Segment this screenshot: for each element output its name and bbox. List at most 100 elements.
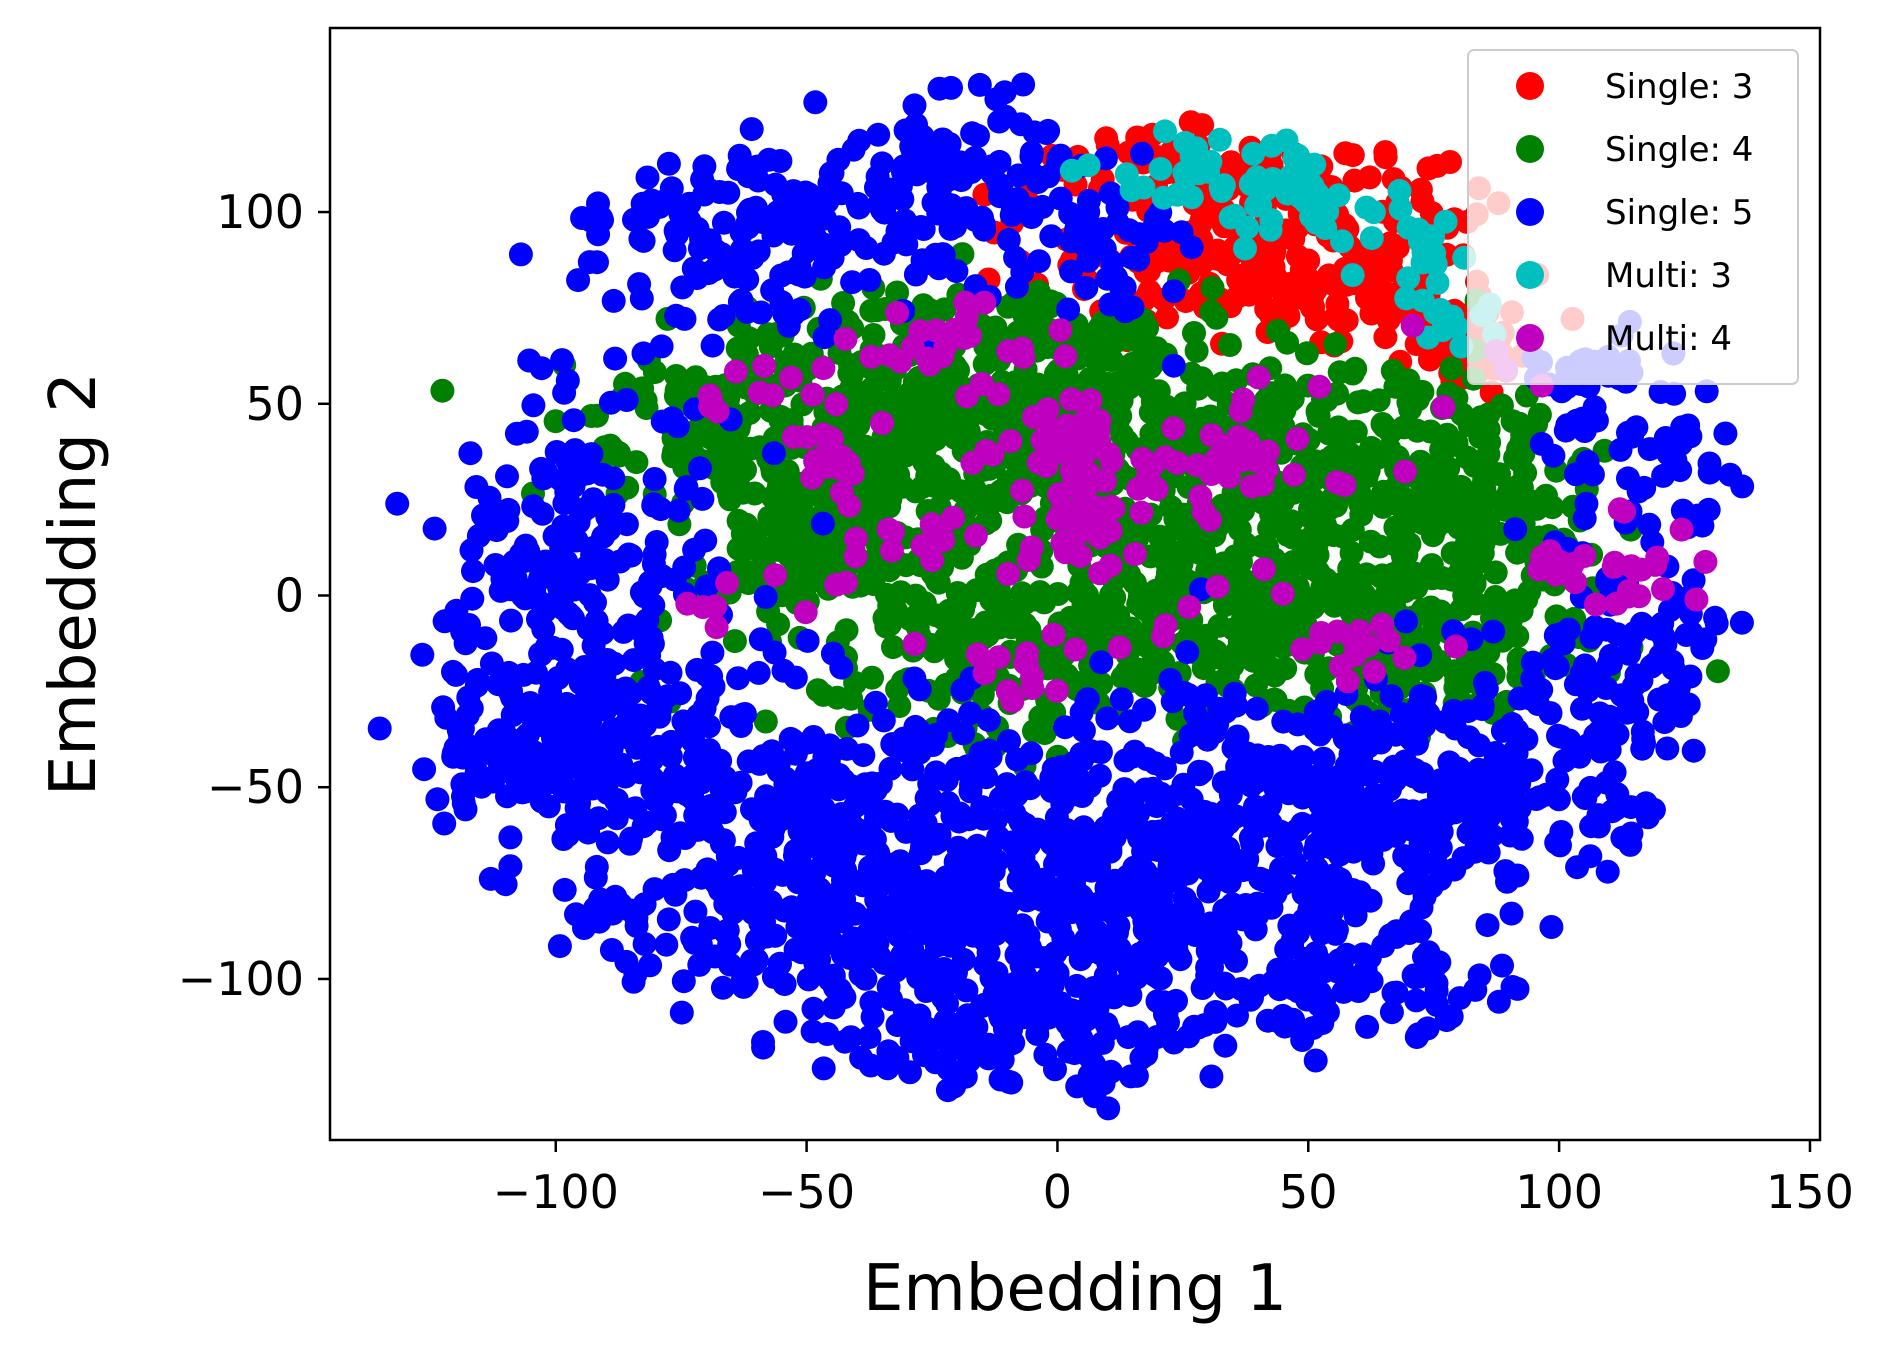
data-point bbox=[1370, 612, 1394, 637]
data-point bbox=[1629, 668, 1654, 693]
data-point bbox=[876, 517, 901, 542]
data-point bbox=[658, 660, 683, 685]
data-point bbox=[1069, 700, 1094, 725]
data-point bbox=[729, 288, 754, 313]
data-point bbox=[1476, 640, 1501, 665]
data-point bbox=[552, 877, 577, 902]
data-point bbox=[1392, 645, 1417, 670]
data-point bbox=[1604, 591, 1629, 616]
data-point bbox=[1410, 250, 1435, 275]
data-point bbox=[1394, 286, 1419, 311]
data-point bbox=[1666, 675, 1691, 700]
data-point bbox=[642, 467, 667, 491]
data-point bbox=[834, 570, 858, 595]
data-point bbox=[1323, 332, 1348, 357]
data-point bbox=[1093, 606, 1118, 631]
data-point bbox=[768, 951, 792, 976]
data-point bbox=[748, 627, 773, 652]
data-point bbox=[1048, 318, 1073, 343]
data-point bbox=[1301, 295, 1326, 320]
data-point bbox=[1612, 499, 1637, 524]
data-point bbox=[1099, 816, 1124, 841]
data-point bbox=[753, 709, 778, 734]
data-point bbox=[1088, 740, 1113, 765]
data-point bbox=[829, 980, 854, 1005]
legend-marker bbox=[1516, 324, 1544, 352]
data-point bbox=[1294, 341, 1319, 366]
data-point bbox=[902, 666, 927, 691]
data-point bbox=[1669, 517, 1694, 542]
data-point bbox=[1185, 453, 1210, 478]
data-point bbox=[1217, 333, 1242, 357]
data-point bbox=[547, 934, 572, 959]
data-point bbox=[490, 566, 515, 591]
data-point bbox=[970, 205, 994, 230]
data-point bbox=[1514, 727, 1539, 752]
data-point bbox=[1085, 351, 1110, 376]
data-point bbox=[997, 729, 1021, 754]
data-point bbox=[711, 469, 736, 494]
data-point bbox=[697, 383, 722, 408]
data-point bbox=[803, 802, 828, 827]
data-point bbox=[1396, 266, 1421, 291]
data-point bbox=[1619, 821, 1644, 846]
data-point bbox=[1012, 504, 1037, 529]
data-point bbox=[1464, 822, 1488, 847]
data-point bbox=[940, 166, 965, 191]
data-point bbox=[499, 728, 524, 753]
data-point bbox=[863, 772, 888, 797]
data-point bbox=[944, 259, 969, 284]
data-point bbox=[796, 225, 821, 250]
data-point bbox=[1284, 155, 1309, 180]
data-point bbox=[1474, 422, 1499, 447]
data-point bbox=[1511, 441, 1536, 466]
data-point bbox=[1391, 415, 1416, 440]
data-point bbox=[1247, 444, 1271, 469]
y-tick-label: 100 bbox=[216, 185, 304, 239]
data-point bbox=[694, 574, 719, 599]
data-point bbox=[1066, 475, 1091, 499]
data-point bbox=[1487, 785, 1512, 810]
data-point bbox=[1587, 701, 1612, 726]
data-point bbox=[1397, 921, 1422, 945]
data-point bbox=[1441, 790, 1466, 815]
x-axis-title: Embedding 1 bbox=[863, 1252, 1287, 1326]
data-point bbox=[1303, 717, 1328, 742]
data-point bbox=[1332, 473, 1357, 498]
data-point bbox=[910, 533, 935, 558]
data-point bbox=[1477, 804, 1502, 829]
data-point bbox=[1475, 913, 1500, 938]
data-point bbox=[720, 429, 745, 454]
data-point bbox=[473, 626, 498, 651]
data-point bbox=[1255, 653, 1280, 678]
data-point bbox=[1519, 758, 1544, 783]
data-point bbox=[845, 713, 870, 738]
data-point bbox=[841, 137, 866, 162]
data-point bbox=[597, 731, 622, 756]
data-point bbox=[1043, 852, 1067, 877]
data-point bbox=[1351, 389, 1376, 414]
data-point bbox=[888, 849, 913, 874]
data-point bbox=[885, 300, 910, 325]
data-point bbox=[1417, 944, 1442, 969]
data-point bbox=[778, 726, 803, 751]
data-point bbox=[529, 356, 554, 381]
data-point bbox=[1036, 428, 1061, 453]
data-point bbox=[1260, 167, 1285, 191]
data-point bbox=[1490, 764, 1515, 789]
data-point bbox=[1442, 857, 1467, 882]
data-point bbox=[975, 623, 1000, 647]
data-point bbox=[930, 957, 955, 982]
data-point bbox=[1549, 820, 1574, 844]
data-point bbox=[1301, 911, 1326, 936]
data-point bbox=[431, 695, 456, 720]
legend-marker bbox=[1516, 198, 1544, 226]
data-point bbox=[763, 563, 788, 588]
data-point bbox=[874, 582, 899, 607]
data-point bbox=[787, 863, 811, 888]
data-point bbox=[731, 480, 755, 505]
data-point bbox=[1697, 460, 1722, 485]
data-point bbox=[892, 208, 917, 233]
data-point bbox=[1250, 534, 1274, 559]
data-point bbox=[681, 256, 706, 281]
